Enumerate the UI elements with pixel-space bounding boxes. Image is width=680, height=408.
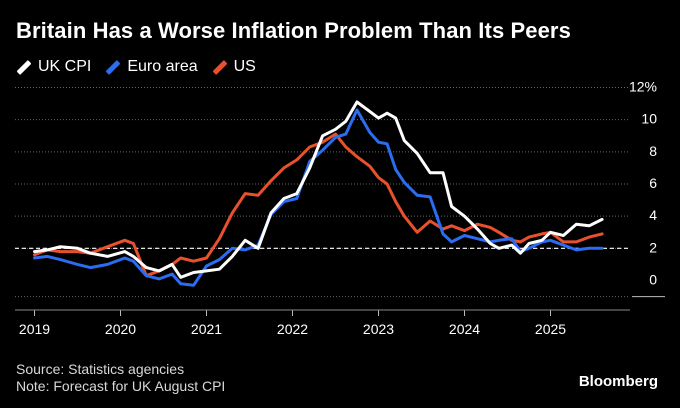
footer: Source: Statistics agencies Note: Foreca… xyxy=(16,361,225,395)
legend-label-uk: UK CPI xyxy=(38,58,92,75)
legend-label-us: US xyxy=(233,58,256,75)
y-tick-label: 4 xyxy=(649,207,657,223)
legend-item-us: US xyxy=(212,58,256,76)
y-tick-label: 0 xyxy=(649,272,657,288)
y-tick-label: 10 xyxy=(641,111,657,127)
source-note: Source: Statistics agencies xyxy=(16,361,185,377)
x-tick-label: 2020 xyxy=(105,321,136,337)
x-tick-label: 2024 xyxy=(449,321,480,337)
x-tick-label: 2021 xyxy=(191,321,222,337)
x-tick-label: 2019 xyxy=(19,321,50,337)
series-line-uk-cpi xyxy=(33,100,604,279)
legend: UK CPI Euro area US xyxy=(16,58,256,76)
legend-item-euro: Euro area xyxy=(105,58,198,76)
forecast-note: Note: Forecast for UK August CPI xyxy=(16,378,226,394)
x-tick-label: 2023 xyxy=(363,321,394,337)
chart-title: Britain Has a Worse Inflation Problem Th… xyxy=(16,18,571,43)
x-tick-label: 2025 xyxy=(535,321,566,337)
y-tick-label: 2 xyxy=(649,239,657,255)
legend-label-euro: Euro area xyxy=(127,58,198,75)
y-tick-label: 12% xyxy=(629,79,657,95)
series-line-euro-area xyxy=(33,108,604,287)
bloomberg-logo: Bloomberg xyxy=(578,373,658,390)
y-tick-label: 8 xyxy=(649,143,657,159)
legend-item-uk: UK CPI xyxy=(16,58,91,76)
x-tick-label: 2022 xyxy=(277,321,308,337)
y-tick-label: 6 xyxy=(649,175,657,191)
